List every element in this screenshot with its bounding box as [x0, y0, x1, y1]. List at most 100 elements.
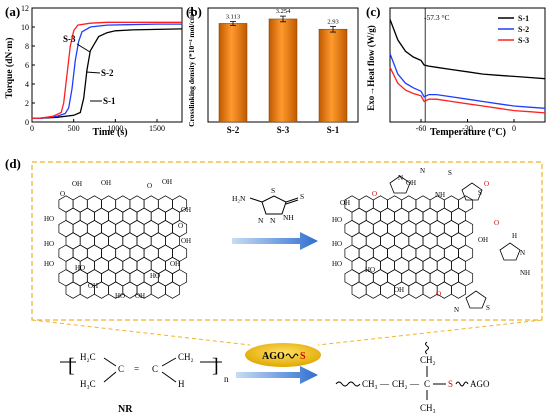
connector-left [31, 319, 251, 346]
hex-ring [408, 207, 424, 225]
hex-ring [387, 269, 403, 287]
panel-c-annotation: -57.3 °C [424, 13, 450, 22]
reagent-n2: N [270, 216, 276, 225]
hex-ring [79, 207, 95, 225]
hex-ring [122, 256, 138, 275]
bar-s-1 [318, 28, 348, 123]
hex-ring [408, 232, 424, 250]
reaction-arrow-bottom [236, 366, 318, 384]
hex-ring [108, 207, 124, 225]
hex-ring [429, 269, 445, 287]
hex-ring [380, 232, 395, 250]
nr-eq: = [134, 364, 139, 374]
hex-ring [380, 207, 395, 225]
hex-ring [422, 256, 438, 275]
reagent-molecule: H₂N S S N N NH [232, 186, 304, 225]
hex-ring [94, 207, 109, 225]
legend-label: S-3 [518, 36, 529, 45]
category-label: S-1 [327, 125, 340, 135]
hex-ring [94, 256, 109, 275]
x-tick-label: 1000 [107, 124, 123, 133]
product-group: N [398, 174, 403, 182]
hex-ring [101, 219, 117, 238]
hex-ring [408, 256, 424, 275]
hex-ring [365, 281, 381, 299]
reagent-thione-s: S [300, 192, 304, 201]
chain-ch3: CH₃ [362, 379, 378, 389]
go-group: HO [150, 272, 160, 280]
hex-ring [458, 244, 474, 262]
panel-c-xlabel: Temperature (°C) [430, 127, 506, 138]
panel-a-xlabel: Time (s) [92, 127, 127, 138]
hex-ring [401, 219, 417, 238]
product-group: OH [340, 199, 350, 207]
hex-ring [65, 232, 81, 250]
chain-ch2: CH₂ [392, 379, 408, 389]
product-group: OH [394, 286, 404, 294]
nr-n: n [224, 374, 229, 384]
hex-ring [380, 256, 395, 275]
panel-a-ylabel: Torque (dN·m) [4, 38, 15, 99]
y-tick-label: 8 [25, 42, 29, 51]
go-group: HO [44, 215, 54, 223]
hex-ring [157, 244, 173, 262]
hex-ring [458, 219, 474, 238]
panel-b: (b) 3.113 S-2 3.254 S-3 2.93 S-1 Crosslinking… [186, 4, 359, 135]
product-group: HO [332, 240, 342, 248]
product-group: HO [332, 260, 342, 268]
go-group: OH [170, 260, 180, 268]
category-label: S-2 [227, 125, 240, 135]
x-tick-label: 1500 [149, 124, 165, 133]
x-tick-label: 500 [68, 124, 80, 133]
product-group: O [372, 190, 377, 198]
hex-ring [443, 244, 459, 262]
hex-ring [401, 195, 417, 213]
hex-ring [344, 244, 360, 262]
hex-ring [72, 219, 88, 238]
hex-ring [436, 207, 452, 225]
connector-right [317, 319, 543, 346]
reagent-nh: NH [283, 213, 294, 222]
hex-ring [387, 219, 403, 238]
hex-ring [58, 219, 74, 238]
ago-wavy-bond [285, 353, 299, 359]
hex-ring [372, 244, 388, 262]
panel-a-lines [32, 21, 183, 119]
panel-c-ylabel: Exo→Heat flow (W/g) [366, 25, 376, 111]
hex-ring [429, 244, 445, 262]
hex-ring [429, 219, 445, 238]
hex-ring [165, 232, 180, 250]
hex-ring [143, 244, 159, 262]
panel-a-annot-s3: S-3 [63, 34, 76, 44]
hex-ring [115, 269, 131, 287]
product-group: OH [478, 236, 488, 244]
hex-ring [143, 219, 159, 238]
panel-d-label: (d) [5, 156, 21, 171]
x-tick-label: 0 [30, 124, 34, 133]
chain-ago: AGO [470, 379, 490, 389]
hex-ring [115, 244, 131, 262]
chain-s: S [448, 379, 453, 389]
hex-ring [380, 281, 395, 299]
panel-a-annot-s1: S-1 [103, 96, 116, 106]
hex-ring [422, 207, 438, 225]
category-label: S-3 [277, 125, 290, 135]
panel-c-label: (c) [366, 4, 380, 19]
hex-ring [408, 281, 424, 299]
go-group: HO [115, 292, 125, 300]
y-tick-label: 0 [25, 118, 29, 127]
product-group: OH [406, 179, 416, 187]
hex-ring [150, 207, 166, 225]
hex-ring [451, 256, 466, 275]
hex-ring [65, 281, 81, 299]
hex-ring [358, 244, 374, 262]
panel-b-label: (b) [186, 4, 202, 19]
hex-ring [394, 207, 410, 225]
scheme-dashed-box [31, 161, 543, 321]
hex-ring [79, 232, 95, 250]
y-tick-label: 6 [25, 61, 29, 70]
hex-ring [86, 244, 102, 262]
hex-ring [344, 219, 360, 238]
hex-ring [365, 207, 381, 225]
hex-ring [415, 219, 431, 238]
